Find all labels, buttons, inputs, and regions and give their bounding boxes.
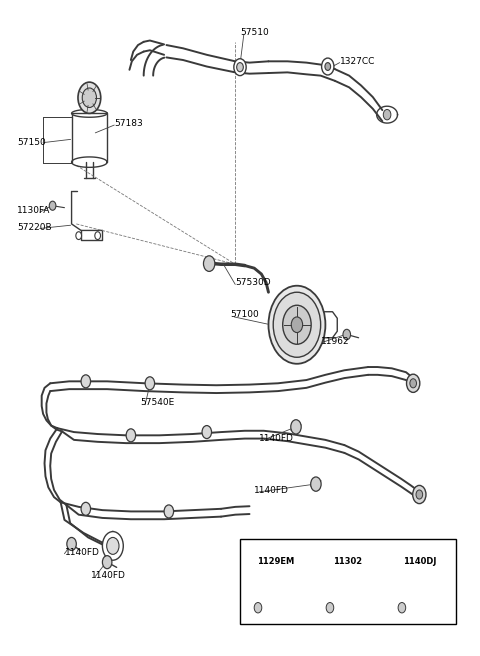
- Text: 57220B: 57220B: [17, 222, 52, 232]
- Text: 1140FD: 1140FD: [64, 548, 99, 557]
- Circle shape: [416, 490, 423, 499]
- Circle shape: [283, 305, 311, 344]
- Circle shape: [95, 232, 100, 239]
- Text: 57510: 57510: [240, 28, 269, 37]
- Text: 57183: 57183: [114, 119, 143, 128]
- Circle shape: [82, 88, 96, 108]
- Text: 57540E: 57540E: [140, 398, 175, 407]
- Circle shape: [291, 317, 302, 333]
- Circle shape: [234, 59, 246, 75]
- Circle shape: [322, 58, 334, 75]
- Circle shape: [102, 531, 123, 560]
- Text: 1327CC: 1327CC: [340, 57, 375, 66]
- Text: 57530D: 57530D: [235, 278, 271, 287]
- Circle shape: [237, 62, 243, 72]
- Circle shape: [326, 602, 334, 613]
- Text: 57150: 57150: [17, 138, 46, 147]
- Circle shape: [325, 62, 331, 70]
- Circle shape: [204, 256, 215, 272]
- Circle shape: [145, 377, 155, 390]
- Circle shape: [407, 374, 420, 392]
- Circle shape: [413, 485, 426, 504]
- Circle shape: [268, 286, 325, 364]
- Text: 11962: 11962: [321, 337, 349, 346]
- Circle shape: [107, 537, 119, 554]
- Text: 57100: 57100: [230, 310, 259, 319]
- Circle shape: [291, 420, 301, 434]
- Circle shape: [49, 201, 56, 211]
- Circle shape: [311, 477, 321, 491]
- Circle shape: [398, 602, 406, 613]
- Circle shape: [102, 556, 112, 569]
- Circle shape: [76, 232, 82, 239]
- Circle shape: [410, 379, 417, 388]
- Text: 1140FD: 1140FD: [254, 486, 289, 495]
- Circle shape: [273, 292, 321, 358]
- Bar: [240, 539, 456, 624]
- Circle shape: [126, 429, 136, 442]
- Circle shape: [81, 502, 91, 516]
- Text: 1140FD: 1140FD: [91, 571, 125, 580]
- Circle shape: [78, 82, 101, 113]
- Text: 1129EM: 1129EM: [257, 557, 295, 566]
- Text: 11302: 11302: [334, 557, 362, 566]
- Circle shape: [384, 110, 391, 120]
- Text: 1140DJ: 1140DJ: [403, 557, 437, 566]
- Circle shape: [254, 602, 262, 613]
- Text: 1140FD: 1140FD: [259, 434, 294, 443]
- Circle shape: [343, 329, 350, 340]
- Circle shape: [81, 375, 91, 388]
- Circle shape: [67, 537, 76, 550]
- Text: 1130FA: 1130FA: [17, 207, 50, 215]
- Circle shape: [202, 426, 212, 439]
- Circle shape: [164, 505, 174, 518]
